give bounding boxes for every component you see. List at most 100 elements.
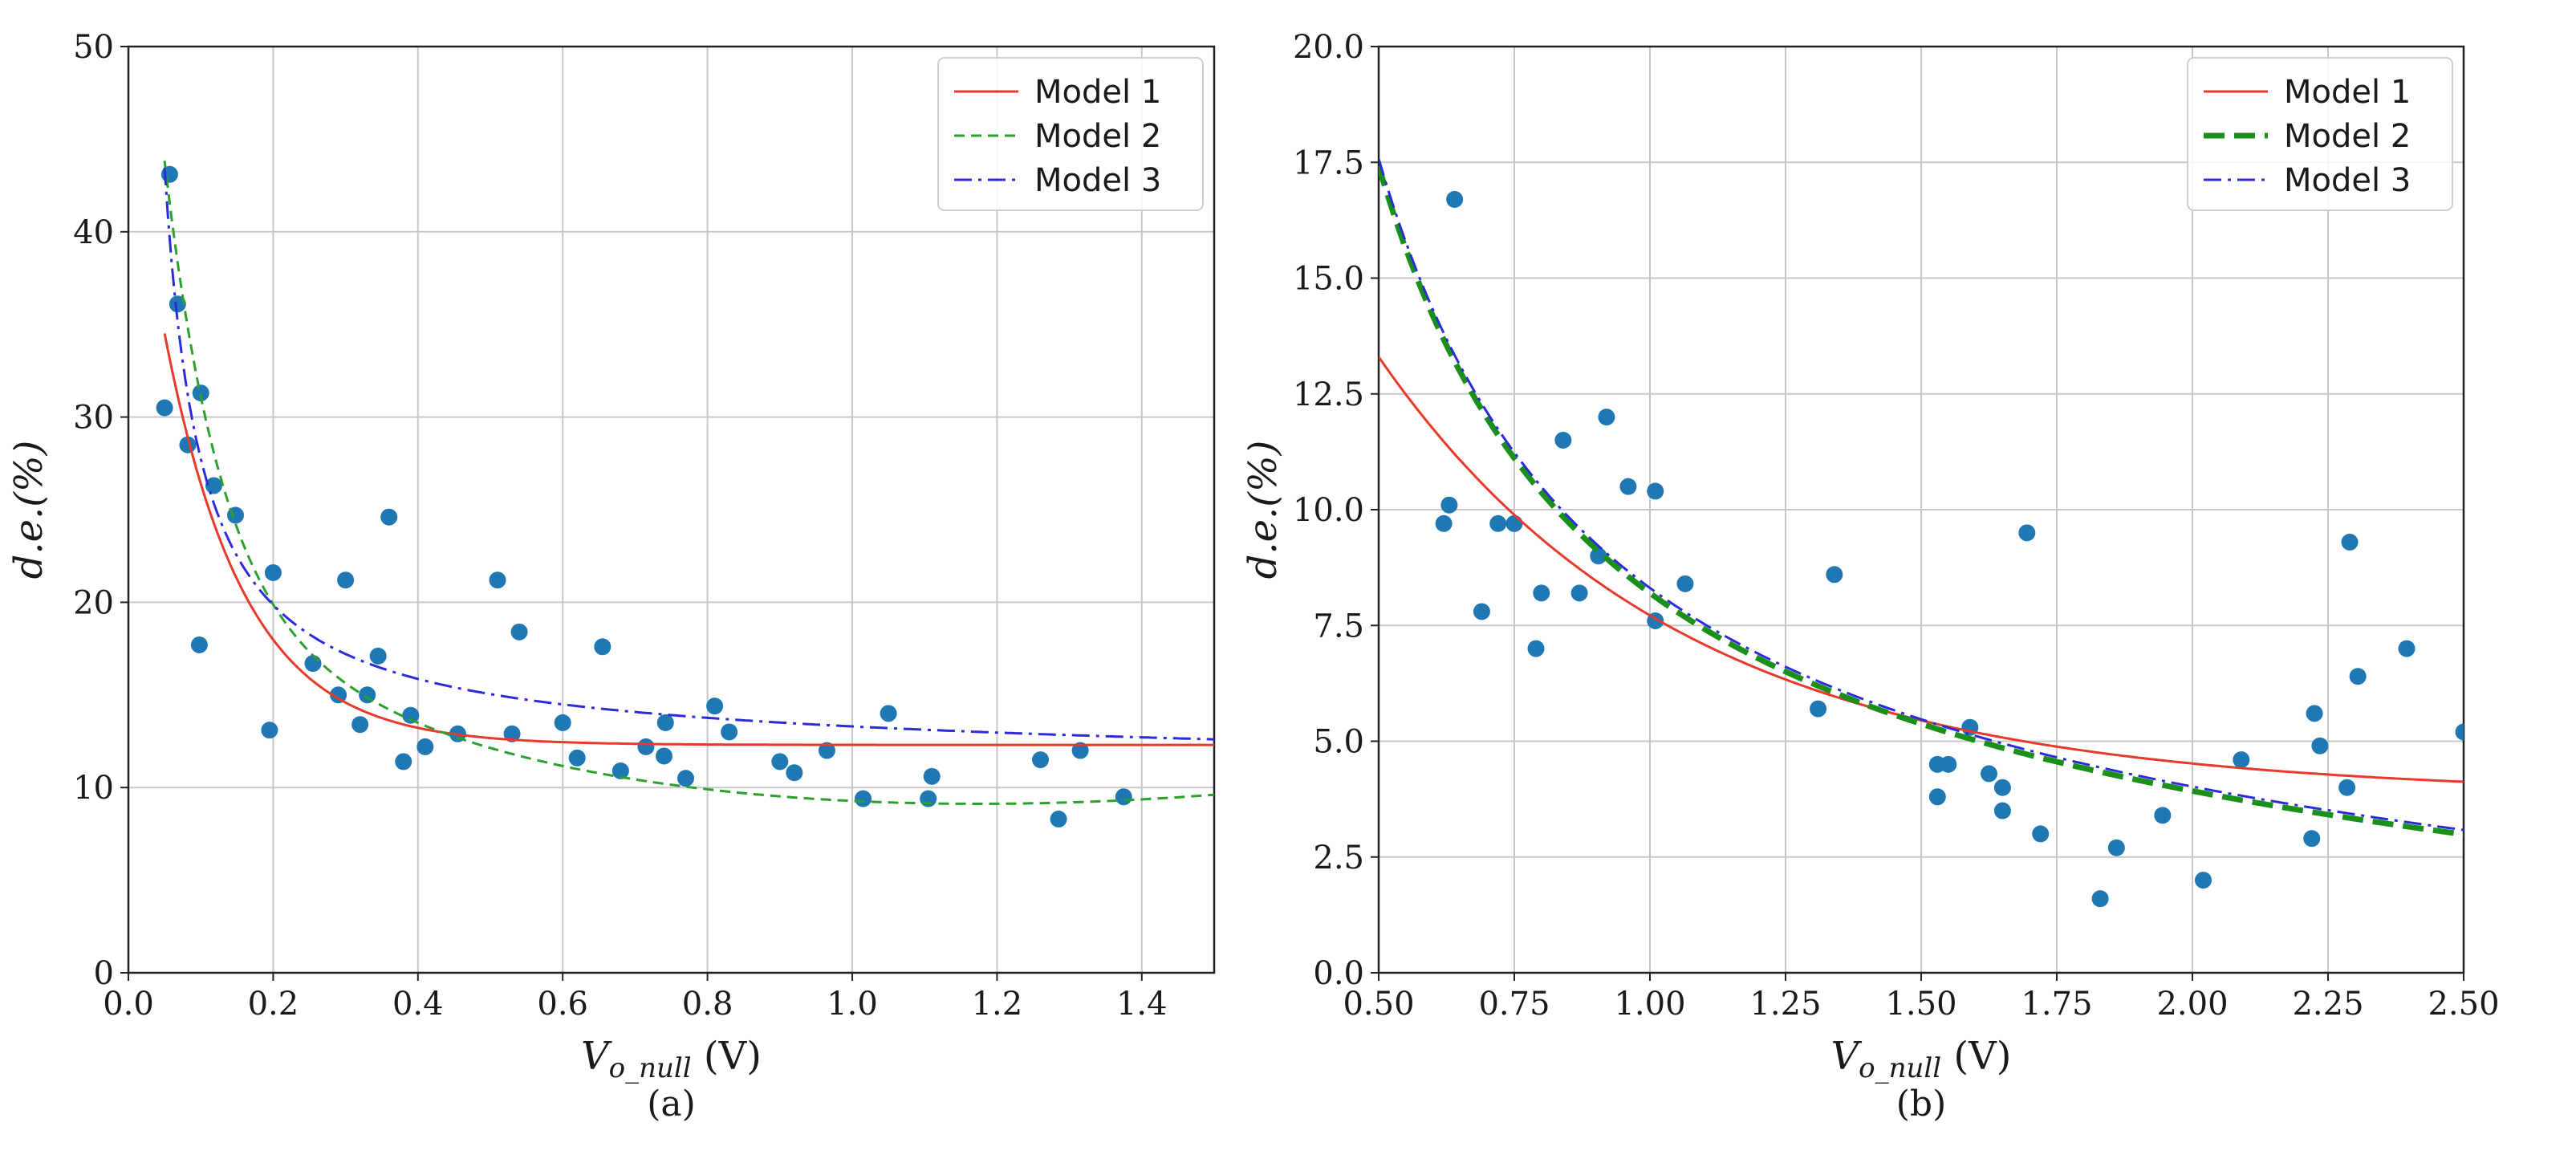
data-point — [2233, 751, 2250, 769]
data-point — [1676, 575, 1694, 592]
data-point — [554, 714, 571, 731]
data-point — [1993, 779, 2011, 796]
data-points — [1435, 190, 2464, 908]
data-point — [510, 623, 528, 640]
legend-label: Model 2 — [1034, 118, 1161, 155]
y-tick-label: 20.0 — [1293, 29, 1364, 66]
y-tick-label: 10.0 — [1293, 492, 1364, 529]
y-tick-label: 0 — [94, 955, 114, 992]
data-point — [264, 563, 282, 581]
data-point — [1598, 409, 1615, 426]
chart-b: 0.50 0.75 1.00 1.25 1.50 1.75 2.00 2.25 2.50 0.0 2… — [1241, 29, 2500, 1124]
data-point — [2195, 872, 2212, 889]
data-point — [395, 753, 412, 771]
data-point — [656, 714, 674, 731]
data-point — [1527, 640, 1545, 657]
data-point — [2154, 807, 2172, 824]
y-tick-label: 5.0 — [1313, 724, 1364, 761]
data-point — [1032, 751, 1050, 769]
x-tick-label: 2.25 — [2292, 986, 2363, 1023]
data-point — [594, 638, 611, 656]
y-axis-label: d.e.(%) — [1241, 441, 1286, 580]
data-point — [2303, 830, 2321, 848]
data-point — [637, 738, 655, 755]
data-point — [337, 571, 355, 589]
x-tick-label: 1.25 — [1749, 986, 1821, 1023]
x-axis-label-sub: o_null — [1859, 1052, 1941, 1084]
model-curve-model-3 — [163, 167, 1214, 741]
data-point — [330, 686, 347, 704]
model-curve-model-2 — [1379, 165, 2464, 837]
x-tick-label: 0.75 — [1478, 986, 1550, 1023]
panel-caption: (a) — [647, 1084, 696, 1124]
data-point — [611, 762, 629, 779]
model-curve-model-1 — [163, 333, 1214, 746]
legend-label: Model 1 — [1034, 74, 1161, 111]
legend-label: Model 2 — [2284, 118, 2411, 155]
data-point — [192, 384, 209, 402]
data-point — [1440, 496, 1458, 514]
chart-a: 0.0 0.2 0.4 0.6 0.8 1.0 1.2 1.4 0 10 20 30 40 50 Vo_nu… — [6, 29, 1216, 1124]
data-point — [568, 749, 586, 767]
data-points — [156, 165, 1132, 828]
data-point — [156, 399, 173, 417]
x-tick-label: 1.75 — [2021, 986, 2092, 1023]
data-point — [351, 716, 369, 734]
data-point — [1928, 788, 1946, 806]
y-tick-label: 40 — [73, 214, 114, 251]
x-axis-label-unit: (V) — [1941, 1034, 2011, 1079]
data-point — [2018, 524, 2036, 542]
x-axis-label-var: V — [581, 1034, 612, 1079]
data-point — [1940, 755, 1957, 773]
data-point — [1533, 584, 1550, 602]
data-point — [1993, 802, 2011, 819]
data-point — [923, 767, 941, 785]
x-axis-label-var: V — [1830, 1034, 1862, 1079]
x-tick-label: 1.50 — [1885, 986, 1956, 1023]
data-point — [503, 725, 521, 742]
x-tick-label: 0.4 — [392, 986, 444, 1023]
y-tick-label: 20 — [73, 584, 114, 621]
data-point — [380, 508, 398, 526]
data-point — [2398, 640, 2416, 657]
data-point — [818, 742, 835, 759]
x-axis-label-sub: o_null — [609, 1052, 692, 1084]
x-tick-label: 0.8 — [682, 986, 733, 1023]
panel-caption: (b) — [1896, 1084, 1947, 1124]
plot-frame — [127, 45, 1216, 974]
x-tick-label: 1.4 — [1116, 986, 1168, 1023]
legend-box — [937, 57, 1204, 211]
data-point — [2455, 723, 2464, 741]
data-point — [1619, 478, 1637, 495]
y-axis-label: d.e.(%) — [6, 441, 51, 580]
data-point — [1554, 431, 1572, 449]
data-point — [1050, 810, 1067, 828]
data-point — [706, 697, 724, 715]
model-curves — [1379, 158, 2464, 837]
legend-label: Model 3 — [1034, 162, 1161, 199]
y-tick-label: 50 — [73, 29, 114, 66]
data-point — [369, 647, 387, 665]
data-point — [880, 705, 897, 722]
y-tick-label: 12.5 — [1293, 376, 1364, 413]
x-tick-label: 2.50 — [2428, 986, 2499, 1023]
x-tick-label: 0.6 — [537, 986, 588, 1023]
x-tick-label: 2.00 — [2156, 986, 2228, 1023]
data-point — [721, 723, 738, 741]
x-tick-label: 0.2 — [248, 986, 299, 1023]
y-tick-label: 0.0 — [1313, 955, 1364, 992]
x-axis-label: Vo_null (V) — [1830, 1034, 2011, 1084]
data-point — [786, 764, 803, 782]
y-tick-label: 10 — [73, 770, 114, 807]
x-axis-label-unit: (V) — [692, 1034, 762, 1079]
data-point — [1570, 584, 1588, 602]
x-tick-label: 1.2 — [972, 986, 1023, 1023]
data-point — [1826, 566, 1843, 584]
data-point — [1981, 765, 1997, 783]
data-point — [655, 747, 672, 765]
model-curve-model-3 — [1379, 158, 2464, 832]
legend: Model 1 Model 2 Model 3 — [2187, 57, 2453, 211]
data-point — [1446, 190, 1464, 208]
data-point — [2349, 668, 2367, 685]
